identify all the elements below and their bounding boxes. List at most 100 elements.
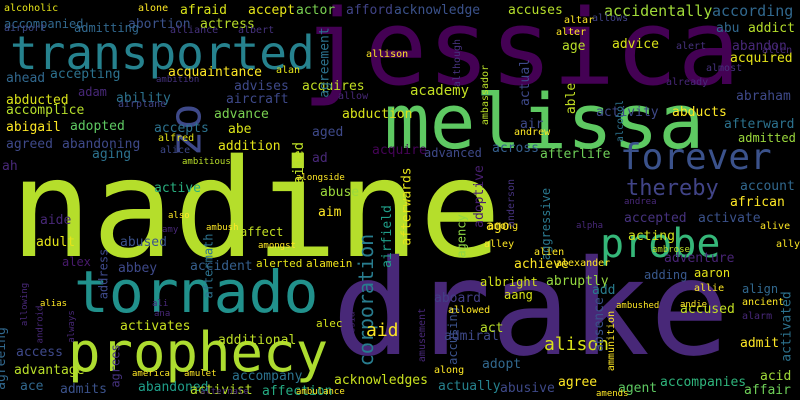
word: activates — [120, 319, 191, 334]
word: acknowledge — [394, 3, 481, 18]
word: andrea — [624, 197, 657, 207]
word: accompanies — [660, 375, 747, 390]
word: accepted — [624, 211, 687, 226]
word: ability — [116, 91, 171, 106]
word: alley — [484, 239, 515, 250]
word: ahead — [6, 71, 46, 86]
word: according — [712, 2, 794, 20]
word: tornado — [74, 258, 319, 326]
word: aboard — [434, 291, 481, 306]
word: adding — [644, 268, 688, 282]
word: afterwards — [399, 167, 415, 246]
word: ambushed — [616, 301, 660, 311]
word: activist — [190, 383, 253, 398]
word: alarm — [742, 311, 773, 322]
word: admits — [60, 382, 107, 397]
word: able — [564, 82, 580, 115]
word: afraid — [180, 3, 227, 18]
word: abusive — [500, 381, 555, 396]
word: aang — [504, 288, 533, 302]
word: america — [132, 369, 170, 379]
word: alone — [138, 3, 169, 14]
word: absence — [591, 297, 607, 352]
word: acknowledges — [334, 373, 428, 388]
word: drake — [332, 232, 730, 386]
word: amnesia — [347, 311, 358, 350]
word: admitted — [738, 131, 796, 145]
word: forever — [620, 137, 772, 178]
word: activated — [779, 291, 795, 362]
word: ambitious — [182, 157, 231, 167]
word: advanced — [424, 146, 482, 160]
word: african — [730, 195, 785, 210]
word: probe — [600, 221, 721, 267]
word: ago — [486, 219, 510, 234]
word: amusement — [417, 307, 429, 363]
word: advance — [214, 107, 269, 122]
word: actress — [200, 17, 255, 32]
word: advises — [234, 79, 289, 94]
word: allowing — [20, 282, 31, 327]
word: achieve — [514, 257, 569, 272]
word: anderson — [506, 178, 518, 228]
word: alexander — [556, 258, 611, 269]
word: alec — [316, 317, 343, 330]
word: albert — [238, 25, 275, 36]
word: airfield — [379, 205, 395, 268]
word: ambition — [156, 75, 200, 85]
word: andie — [680, 300, 708, 310]
word: aging — [92, 147, 132, 162]
word: ah — [2, 159, 18, 174]
word: alex — [62, 255, 91, 269]
word: across — [492, 141, 539, 156]
word: almost — [706, 63, 743, 74]
word: account — [740, 179, 795, 194]
word: abortion — [128, 17, 191, 32]
word: accepting — [50, 67, 121, 82]
word: alison — [544, 334, 610, 355]
word: although — [452, 38, 464, 88]
word: also — [168, 211, 190, 221]
word: corporation — [354, 233, 379, 367]
word: among — [488, 221, 519, 232]
word: nadine — [10, 131, 502, 289]
word: add — [592, 283, 616, 298]
word: admitting — [74, 21, 140, 35]
word: melissa — [384, 77, 705, 166]
word: alias — [40, 299, 68, 309]
word: ancient — [742, 297, 785, 308]
word: ambrose — [652, 245, 690, 255]
word: along — [434, 365, 465, 376]
word: abruptly — [546, 274, 609, 289]
word: accident — [190, 259, 253, 274]
word: actually — [438, 379, 501, 394]
word: adoptive — [471, 165, 487, 228]
word: acquaintance — [168, 65, 262, 80]
word: academy — [410, 83, 470, 99]
word: affection — [262, 384, 333, 399]
word: ad — [312, 151, 328, 166]
word: ammunition — [606, 310, 618, 372]
word: ally — [776, 239, 800, 250]
word: acquired — [730, 51, 793, 66]
word: always — [66, 310, 77, 343]
word: aged — [312, 125, 344, 140]
word: alice — [160, 145, 191, 156]
word: amy — [162, 225, 179, 235]
word: abandoning — [62, 137, 141, 152]
word: aircraft — [226, 92, 289, 107]
word: abbey — [118, 261, 158, 276]
word: additional — [218, 333, 297, 348]
word: addition — [218, 139, 281, 154]
word: allie — [694, 283, 725, 294]
word: alpha — [576, 221, 604, 231]
word: accused — [680, 302, 735, 317]
word: actual — [517, 59, 533, 106]
word: affair — [744, 383, 791, 398]
word: agent — [618, 381, 658, 396]
word: jessica — [302, 0, 741, 109]
word: airplane — [118, 99, 167, 110]
word: active — [154, 181, 201, 196]
word: advantage — [14, 363, 85, 378]
word: alamein — [306, 257, 353, 270]
